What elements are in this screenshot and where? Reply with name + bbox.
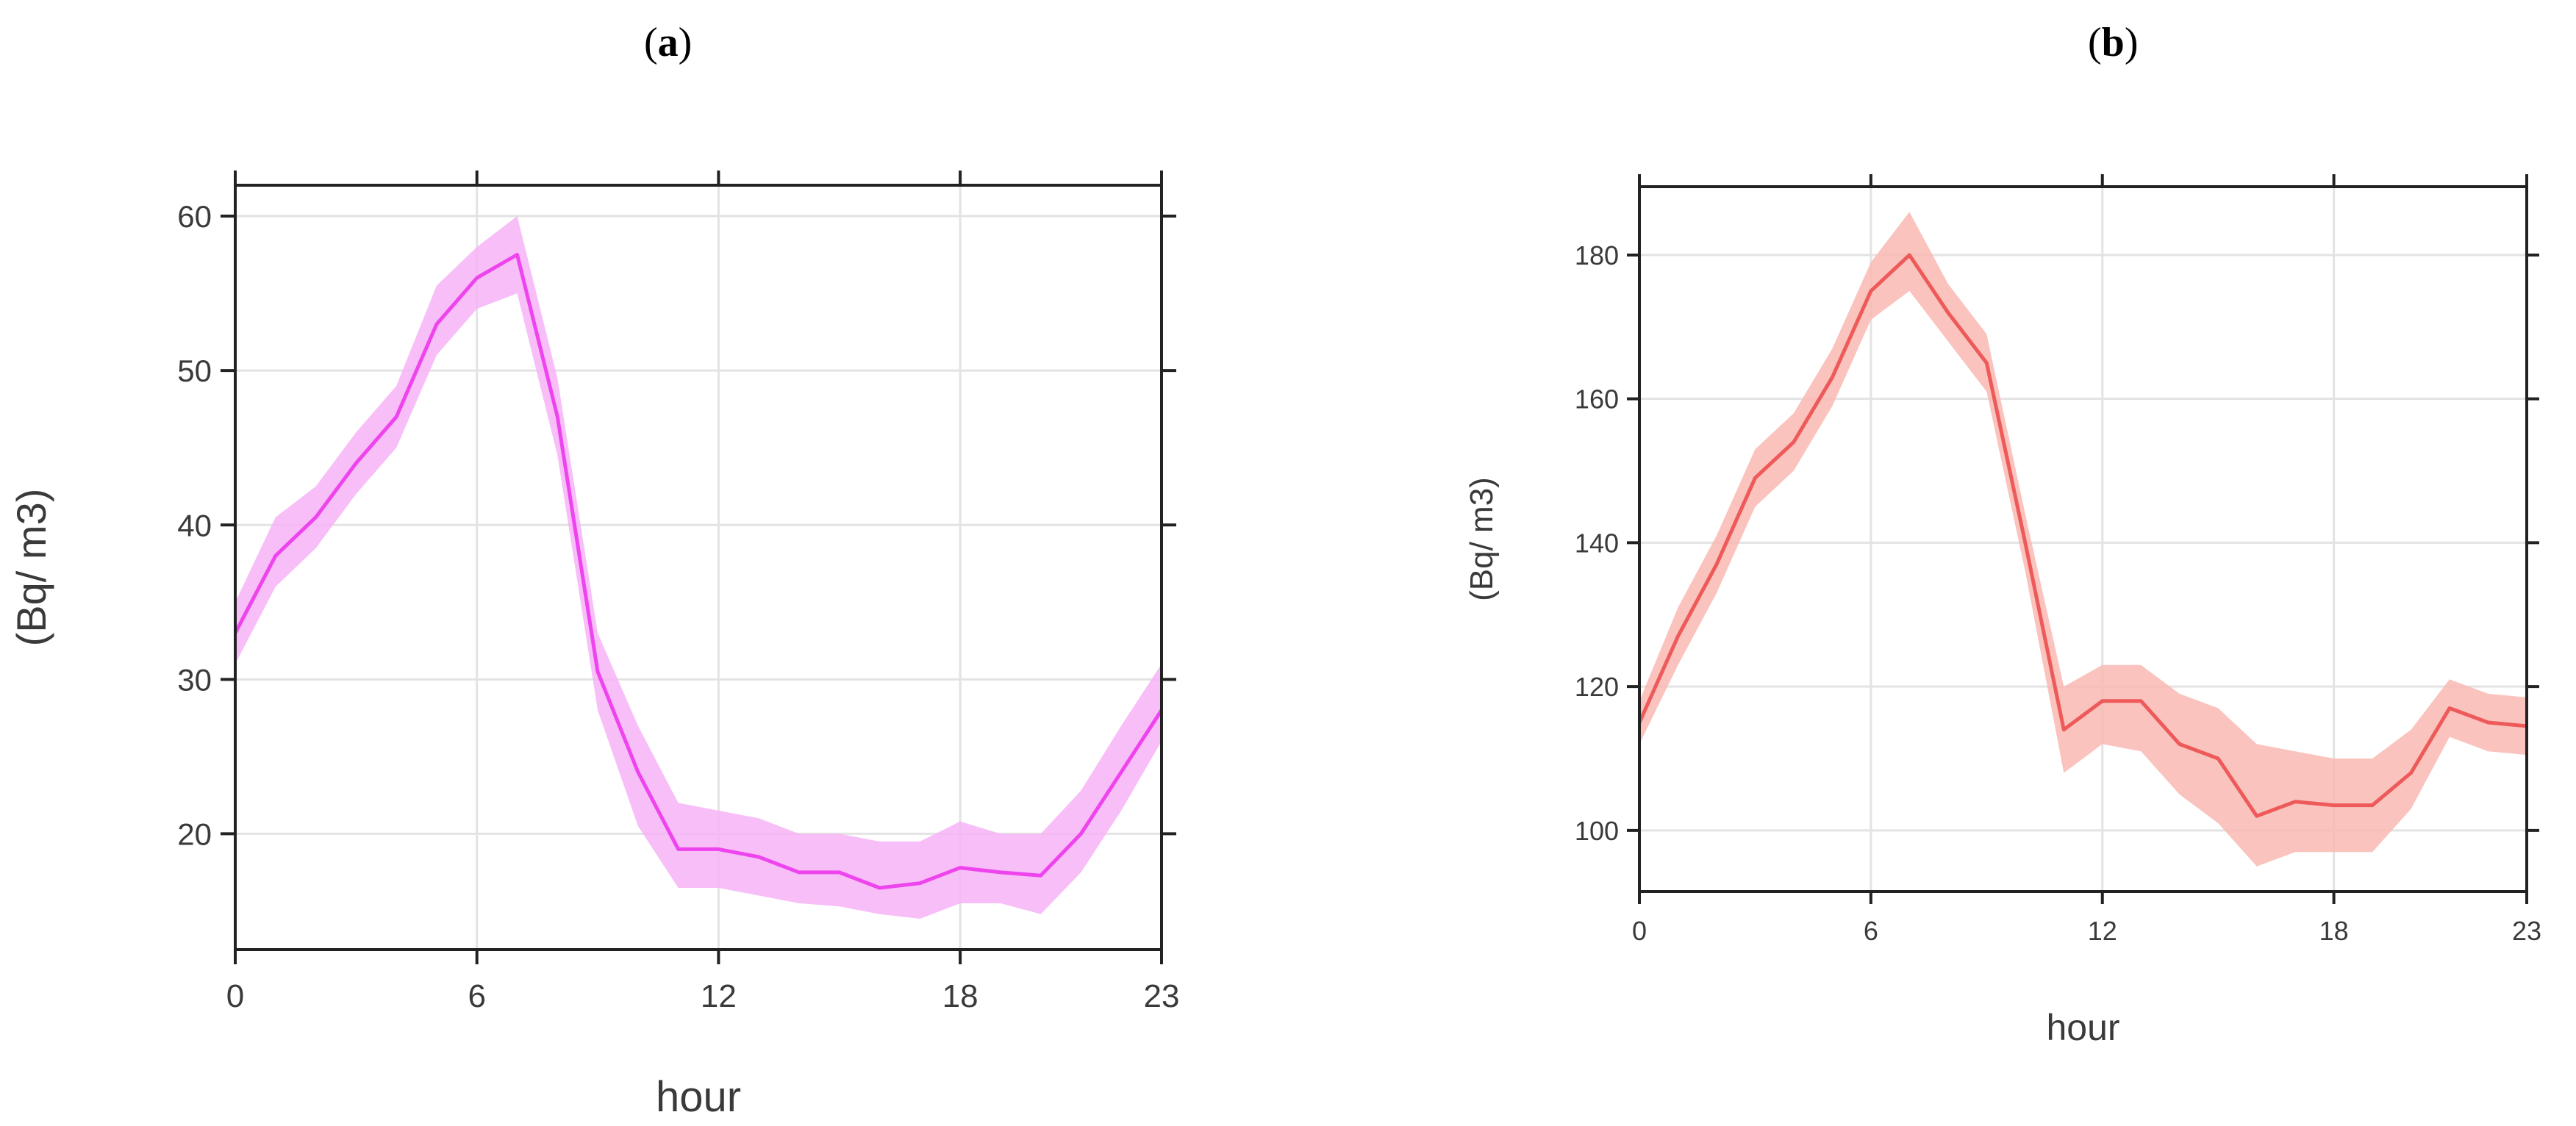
panel-a-letter: a (657, 20, 679, 65)
x-tick-label: 0 (226, 978, 244, 1014)
x-tick-label: 18 (942, 978, 978, 1014)
panel-b-open: ( (2088, 20, 2102, 65)
x-tick-label: 6 (1864, 916, 1878, 946)
panel-a-open: ( (644, 20, 658, 65)
x-tick-label: 23 (2512, 916, 2541, 946)
y-tick-label: 180 (1575, 240, 1619, 270)
panel-b-letter: b (2101, 20, 2125, 65)
series-line (1637, 253, 2527, 818)
x-tick-label: 0 (1632, 916, 1647, 946)
x-tick-label: 12 (2088, 916, 2117, 946)
y-tick-label: 30 (177, 662, 212, 697)
confidence-band (1639, 212, 2527, 867)
y-axis-title: (Bq/ m3) (8, 489, 54, 647)
x-axis-title: hour (656, 1073, 741, 1121)
y-tick-label: 60 (177, 199, 212, 234)
plot-frame (234, 184, 1163, 951)
y-tick-label: 140 (1575, 528, 1619, 558)
y-tick-label: 20 (177, 817, 212, 852)
panel-a-close: ) (678, 20, 693, 65)
y-tick-label: 160 (1575, 384, 1619, 415)
x-tick-label: 23 (1144, 978, 1180, 1014)
y-tick-label: 100 (1575, 816, 1619, 846)
panel-a-label: (a) (644, 19, 692, 66)
chart-a: 0 6 12 18 23 20 30 40 50 60 hour (Bq/ m3) (8, 171, 1179, 1121)
x-tick-label: 18 (2319, 916, 2349, 946)
series-line (233, 253, 1164, 890)
plot-frame (1638, 185, 2528, 893)
y-tick-label: 50 (177, 354, 212, 388)
confidence-band (235, 216, 1162, 919)
y-axis-title: (Bq/ m3) (1464, 477, 1500, 601)
x-tick-label: 12 (701, 978, 737, 1014)
x-axis-title: hour (2046, 1007, 2119, 1048)
y-tick-label: 40 (177, 508, 212, 542)
chart-b: 0 6 12 18 23 100 120 140 160 180 hour (Bq/ m3) (1464, 174, 2541, 1048)
panel-b-label: (b) (2088, 19, 2138, 66)
y-tick-label: 120 (1575, 672, 1619, 702)
panel-b-close: ) (2124, 20, 2139, 65)
x-tick-label: 6 (468, 978, 485, 1014)
